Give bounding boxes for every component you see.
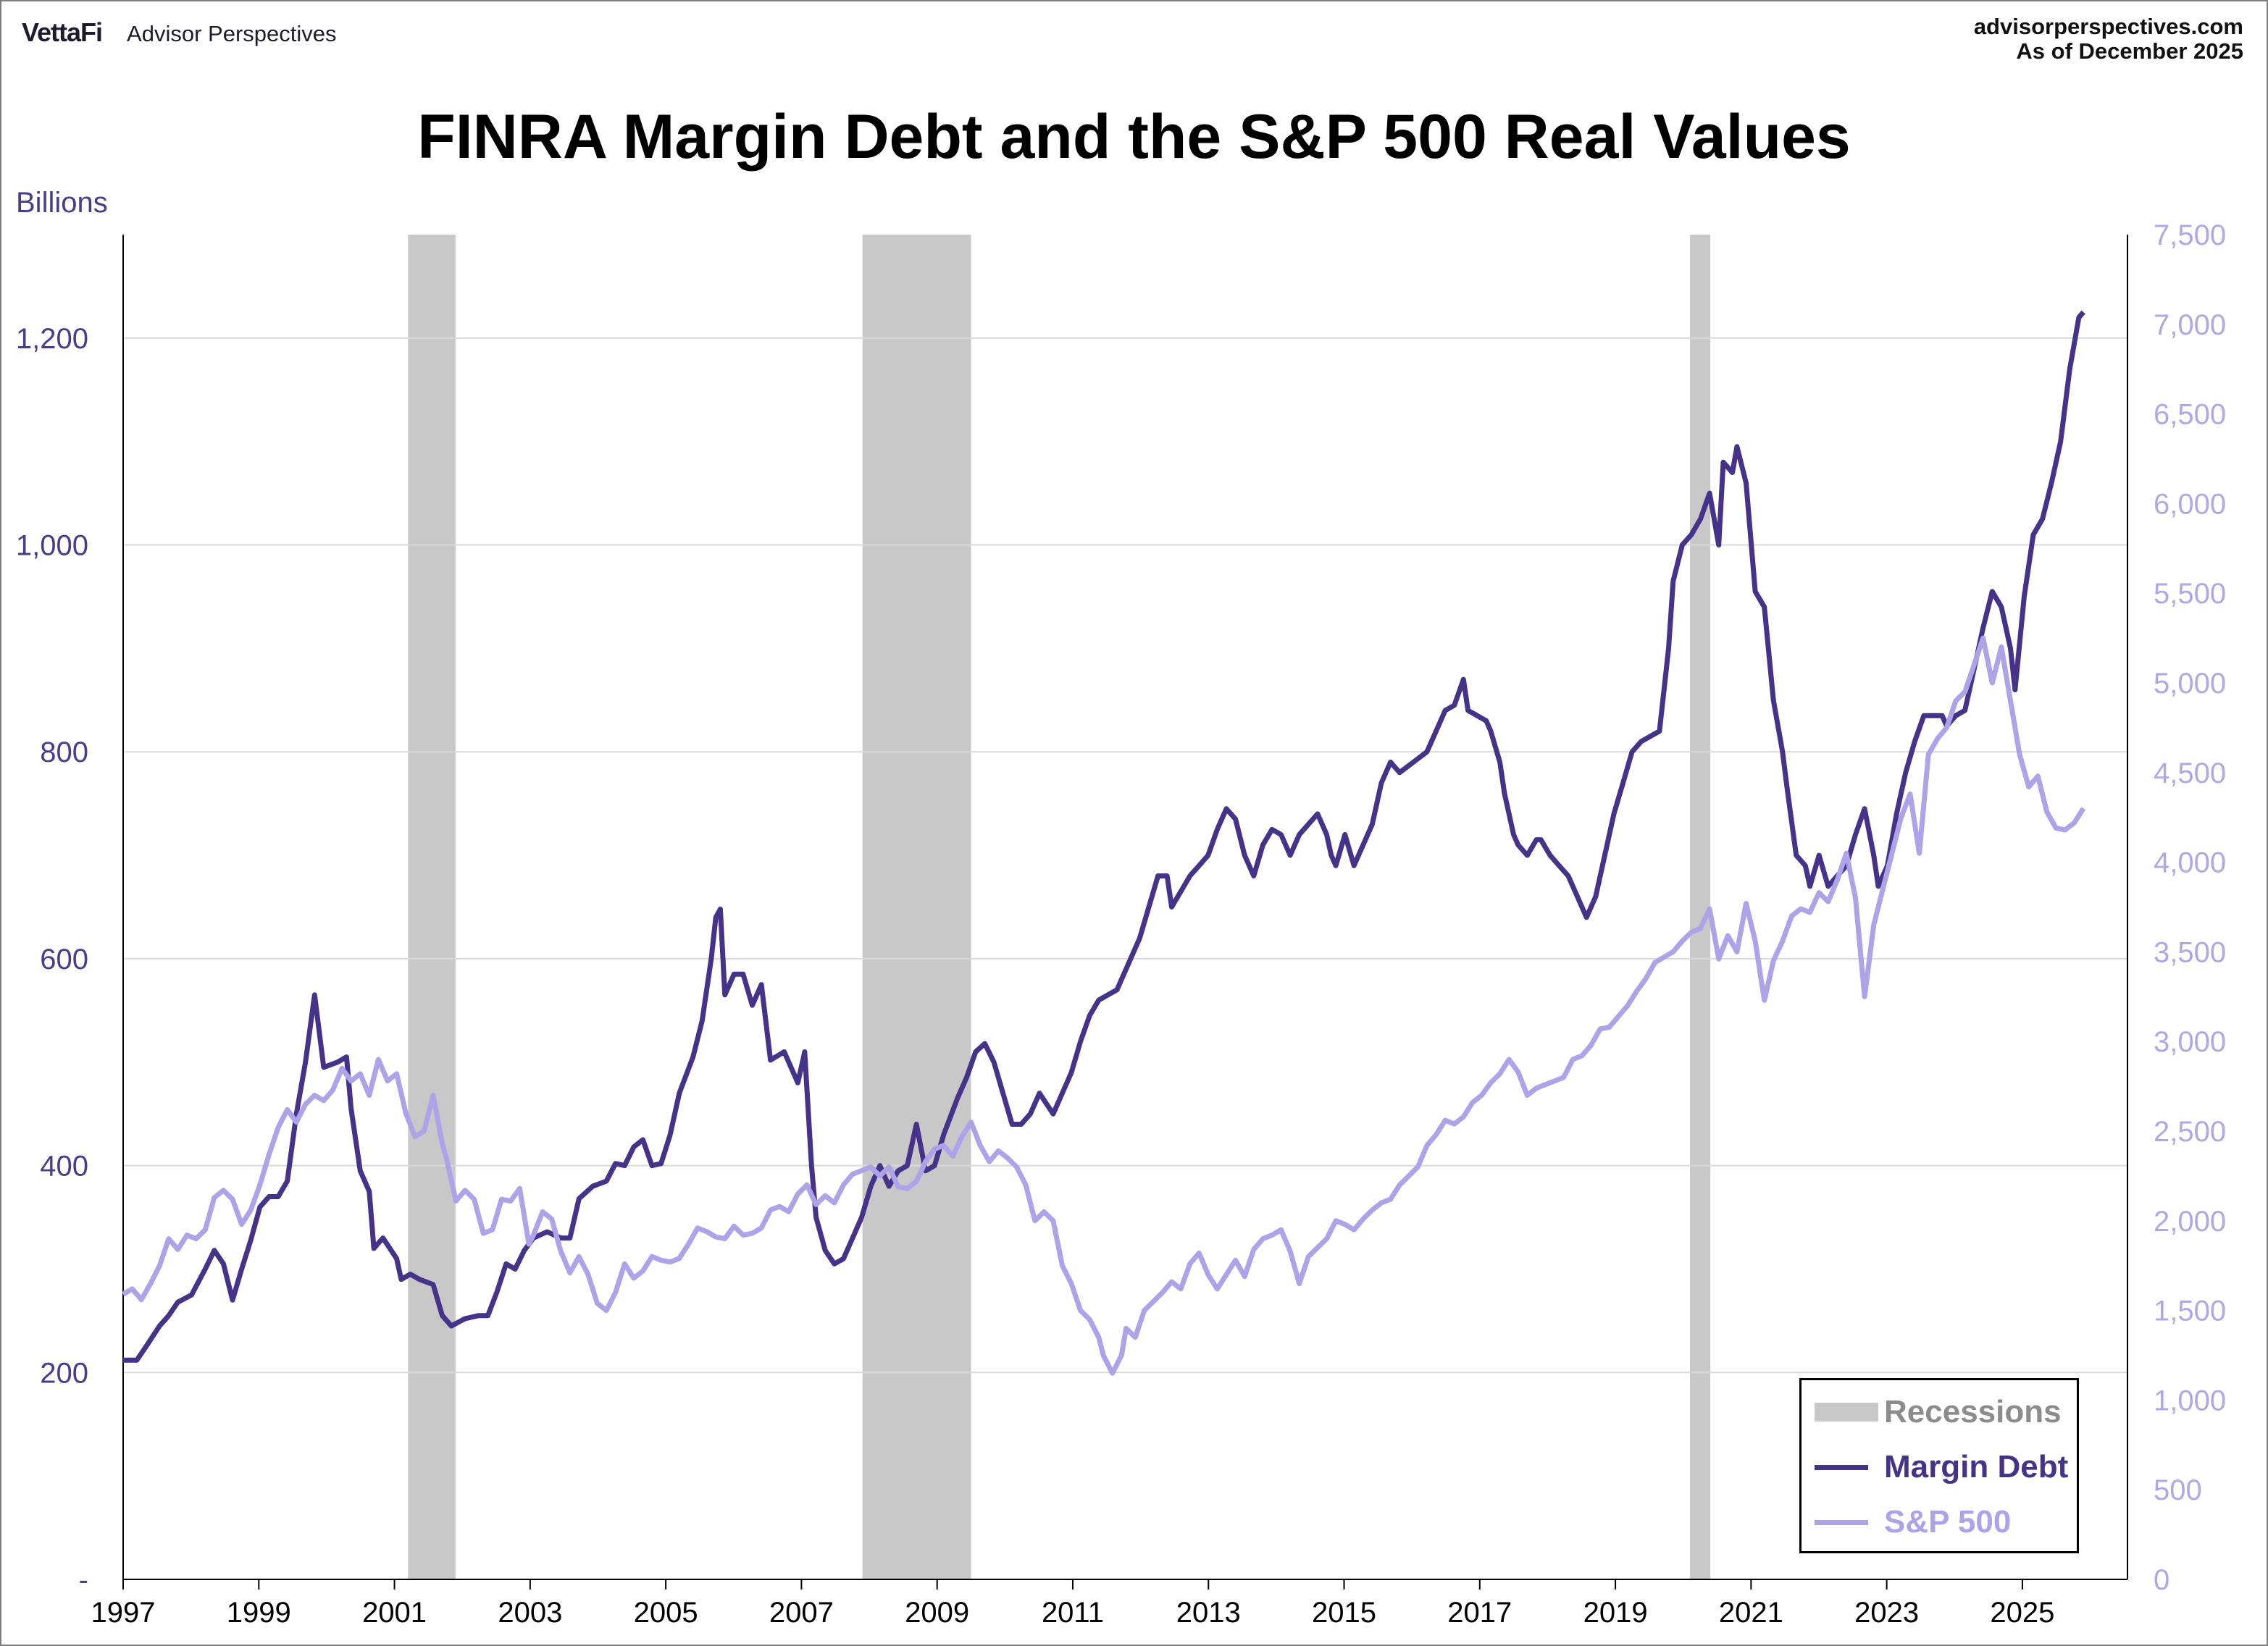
legend-item-margin-debt: Margin Debt — [1815, 1447, 2068, 1487]
right-tick-label: 7,500 — [2154, 219, 2226, 251]
right-tick-label: 3,000 — [2154, 1026, 2226, 1058]
legend-label-recessions: Recessions — [1884, 1394, 2062, 1429]
x-tick-label: 2019 — [1583, 1597, 1648, 1629]
x-tick-label: 1997 — [91, 1597, 156, 1629]
left-tick-label: 1,000 — [16, 530, 88, 562]
right-tick-label: 1,500 — [2154, 1296, 2226, 1327]
x-tick-label: 2017 — [1447, 1597, 1512, 1629]
right-tick-label: 7,000 — [2154, 309, 2226, 341]
right-tick-label: 500 — [2154, 1474, 2202, 1506]
as-of-date: As of December 2025 — [2016, 38, 2243, 64]
x-tick-label: 2023 — [1854, 1597, 1919, 1629]
right-tick-label: 5,500 — [2154, 578, 2226, 610]
x-tick-label: 2007 — [769, 1597, 834, 1629]
x-tick-label: 2021 — [1719, 1597, 1783, 1629]
recession-band-3 — [1690, 235, 1711, 1579]
recession-band-1 — [408, 235, 456, 1579]
recession-swatch — [1815, 1403, 1878, 1422]
x-tick-label: 2013 — [1176, 1597, 1241, 1629]
recession-band-2 — [862, 235, 971, 1579]
sp500-line — [122, 635, 2086, 1376]
legend-item-recessions: Recessions — [1815, 1392, 2062, 1432]
left-tick-label: 400 — [40, 1151, 88, 1183]
left-tick-label: 200 — [40, 1357, 88, 1389]
site-url: advisorperspectives.com — [1973, 14, 2243, 39]
x-tick-label: 2001 — [362, 1597, 427, 1629]
margin-debt-line — [123, 310, 2085, 1363]
x-tick-label: 2003 — [498, 1597, 562, 1629]
right-tick-label: 5,000 — [2154, 668, 2226, 700]
legend-label-margin-debt: Margin Debt — [1884, 1449, 2069, 1485]
legend-label-sp500: S&P 500 — [1884, 1504, 2012, 1540]
right-tick-label: 6,000 — [2154, 488, 2226, 520]
x-tick-label: 2009 — [905, 1597, 969, 1629]
right-tick-label: 0 — [2154, 1564, 2169, 1596]
x-tick-label: 1999 — [227, 1597, 291, 1629]
brand-name: Advisor Perspectives — [127, 21, 337, 46]
series-lines — [122, 310, 2086, 1376]
y-axis-units-label: Billions — [16, 187, 108, 219]
left-tick-label: 800 — [40, 736, 88, 768]
brand-header: VettaFi Advisor Perspectives — [22, 17, 337, 47]
legend: Recessions Margin Debt S&P 500 — [1799, 1378, 2079, 1553]
margin-debt-swatch — [1815, 1464, 1868, 1470]
axes: - 200 400 600 800 1,000 1,200 0 500 1,000 1,500 2,0… — [16, 219, 2226, 1629]
right-tick-label: 4,000 — [2154, 847, 2226, 879]
right-tick-label: 1,000 — [2154, 1385, 2226, 1416]
right-tick-label: 2,000 — [2154, 1206, 2226, 1238]
x-tick-label: 2005 — [634, 1597, 698, 1629]
right-tick-label: 4,500 — [2154, 757, 2226, 789]
legend-item-sp500: S&P 500 — [1815, 1502, 2011, 1542]
x-tick-label: 2015 — [1312, 1597, 1376, 1629]
gridlines — [123, 337, 2127, 1374]
source-info: advisorperspectives.com As of December 2… — [1974, 14, 2243, 64]
right-tick-label: 2,500 — [2154, 1116, 2226, 1148]
left-tick-label: - — [79, 1564, 88, 1596]
recession-bands — [408, 235, 1711, 1579]
left-tick-label: 600 — [40, 944, 88, 975]
vettafi-logo: VettaFi — [22, 17, 103, 47]
right-tick-label: 3,500 — [2154, 936, 2226, 968]
x-tick-label: 2025 — [1990, 1597, 2054, 1629]
left-tick-label: 1,200 — [16, 323, 88, 355]
right-tick-label: 6,500 — [2154, 399, 2226, 431]
chart-title: FINRA Margin Debt and the S&P 500 Real V… — [417, 102, 1851, 172]
x-tick-label: 2011 — [1042, 1597, 1104, 1629]
sp500-swatch — [1815, 1519, 1868, 1525]
